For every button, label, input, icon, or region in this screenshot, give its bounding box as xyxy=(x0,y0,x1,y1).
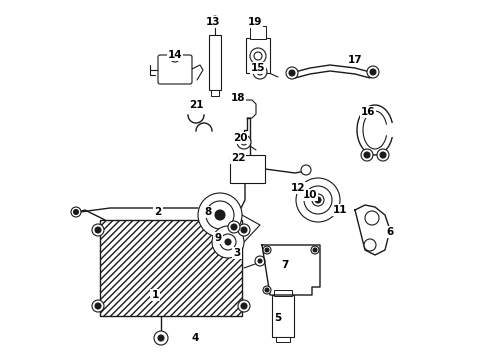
Circle shape xyxy=(74,210,78,215)
Circle shape xyxy=(237,135,251,149)
Text: 8: 8 xyxy=(204,207,212,217)
Bar xyxy=(209,35,221,90)
Text: 11: 11 xyxy=(333,205,347,215)
Circle shape xyxy=(254,52,262,60)
Text: 3: 3 xyxy=(233,248,241,258)
Text: 21: 21 xyxy=(189,100,203,110)
Circle shape xyxy=(367,66,379,78)
Text: 6: 6 xyxy=(387,227,393,237)
Circle shape xyxy=(263,246,271,254)
Text: 2: 2 xyxy=(154,207,162,217)
Polygon shape xyxy=(262,245,320,295)
Circle shape xyxy=(311,246,319,254)
Circle shape xyxy=(241,303,247,309)
Text: 18: 18 xyxy=(231,93,245,103)
Circle shape xyxy=(265,288,269,292)
Circle shape xyxy=(301,165,311,175)
Circle shape xyxy=(206,201,234,229)
Circle shape xyxy=(315,197,321,203)
Text: 16: 16 xyxy=(361,107,375,117)
Text: 10: 10 xyxy=(303,190,317,200)
FancyBboxPatch shape xyxy=(158,55,192,84)
Circle shape xyxy=(228,221,240,233)
Circle shape xyxy=(313,248,317,252)
Circle shape xyxy=(364,152,370,158)
Circle shape xyxy=(241,227,247,233)
Text: 20: 20 xyxy=(233,133,247,143)
Text: 12: 12 xyxy=(291,183,305,193)
Circle shape xyxy=(198,193,242,237)
Text: 19: 19 xyxy=(248,17,262,27)
Circle shape xyxy=(258,259,262,263)
Circle shape xyxy=(255,256,265,266)
Bar xyxy=(230,155,265,183)
Circle shape xyxy=(92,300,104,312)
Circle shape xyxy=(250,48,266,64)
Circle shape xyxy=(154,331,168,345)
Bar xyxy=(100,220,242,316)
Circle shape xyxy=(220,234,236,250)
Text: 22: 22 xyxy=(231,153,245,163)
Circle shape xyxy=(289,70,295,76)
Circle shape xyxy=(238,224,250,236)
Circle shape xyxy=(215,210,225,220)
Bar xyxy=(276,337,290,342)
Circle shape xyxy=(377,149,389,161)
Text: 1: 1 xyxy=(151,290,159,300)
Circle shape xyxy=(380,152,386,158)
Circle shape xyxy=(92,224,104,236)
Circle shape xyxy=(95,227,101,233)
Circle shape xyxy=(296,178,340,222)
Bar xyxy=(246,38,270,73)
Circle shape xyxy=(231,224,237,230)
Circle shape xyxy=(95,303,101,309)
Circle shape xyxy=(257,69,263,75)
Circle shape xyxy=(361,149,373,161)
Circle shape xyxy=(304,186,332,214)
Text: 14: 14 xyxy=(168,50,182,60)
Bar xyxy=(274,290,292,296)
Circle shape xyxy=(71,207,81,217)
Circle shape xyxy=(158,335,164,341)
Circle shape xyxy=(370,69,376,75)
Circle shape xyxy=(212,226,244,258)
Text: 13: 13 xyxy=(206,17,220,27)
Circle shape xyxy=(170,52,180,62)
Bar xyxy=(272,295,294,337)
Circle shape xyxy=(212,16,218,22)
Polygon shape xyxy=(355,205,390,255)
Circle shape xyxy=(241,139,247,145)
Text: 5: 5 xyxy=(274,313,282,323)
Circle shape xyxy=(364,239,376,251)
Circle shape xyxy=(238,300,250,312)
Bar xyxy=(250,26,266,39)
Circle shape xyxy=(286,67,298,79)
Text: 9: 9 xyxy=(215,233,221,243)
Circle shape xyxy=(365,211,379,225)
Bar xyxy=(211,90,219,96)
Circle shape xyxy=(312,194,324,206)
Text: 15: 15 xyxy=(251,63,265,73)
Circle shape xyxy=(225,239,231,245)
Circle shape xyxy=(265,248,269,252)
Text: 7: 7 xyxy=(281,260,289,270)
Circle shape xyxy=(263,286,271,294)
Circle shape xyxy=(253,65,267,79)
Text: 4: 4 xyxy=(191,333,198,343)
Text: 17: 17 xyxy=(348,55,362,65)
